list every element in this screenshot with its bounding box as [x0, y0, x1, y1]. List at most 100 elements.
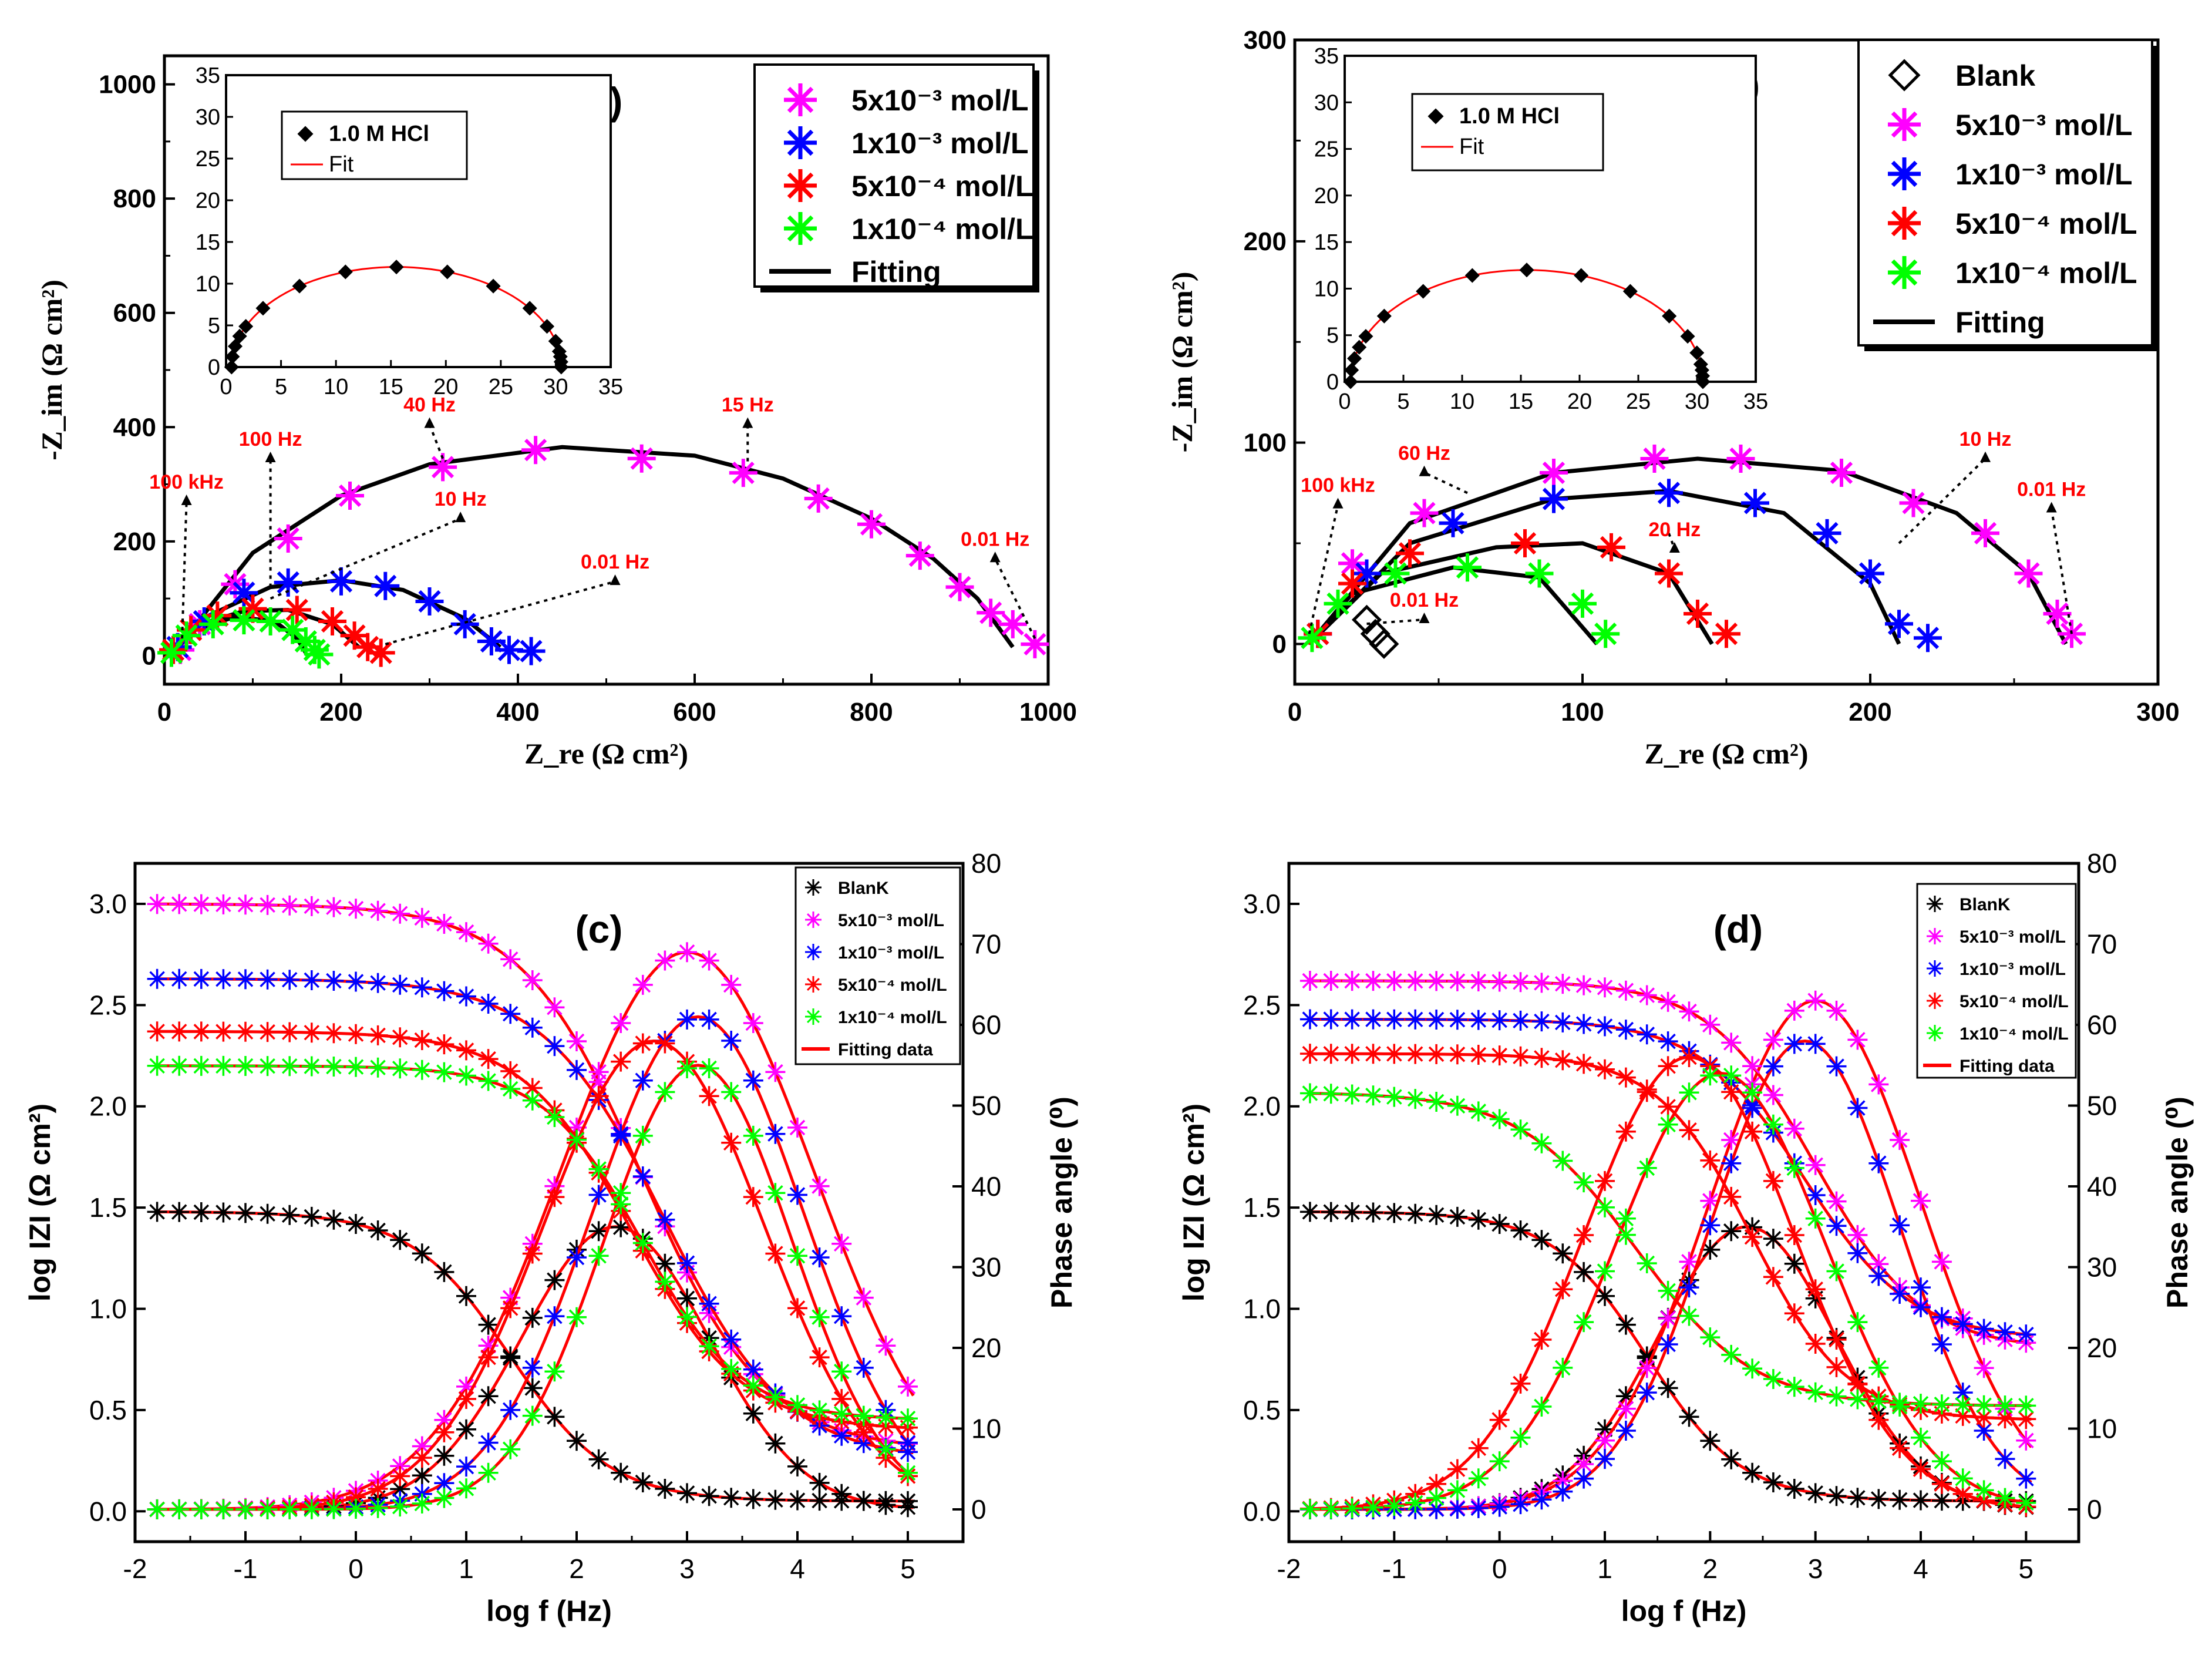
data-point-phase: [1721, 1082, 1742, 1102]
data-point-magnitude: [1615, 1314, 1636, 1335]
data-point-phase: [522, 1357, 543, 1378]
plot-frame: [1287, 862, 2080, 1543]
data-point-magnitude: [1553, 1012, 1573, 1032]
data-point-phase: [1784, 1000, 1804, 1021]
data-point-phase: [1805, 990, 1826, 1011]
data-point-phase: [1700, 1065, 1721, 1086]
y-axis-label: -Z_im (Ω cm²): [1166, 272, 1198, 453]
legend-entry: 1x10⁻³ mol/L: [1955, 158, 2133, 191]
legend-entry: 1x10⁻³ mol/L: [1960, 960, 2066, 979]
data-point-phase: [301, 1499, 322, 1519]
data-point-phase: [1426, 1499, 1447, 1519]
inset-data-point: [1622, 284, 1638, 299]
inset-x-tick-label: 35: [598, 375, 623, 399]
data-point-phase: [632, 1125, 653, 1146]
y-tick-label: 0.5: [89, 1395, 127, 1425]
data-point-phase: [743, 1070, 763, 1091]
data-point-phase: [368, 1479, 388, 1499]
data-point-magnitude: [1658, 1097, 1678, 1117]
data-point-star: [1712, 620, 1740, 648]
annotation-arrowhead: [2046, 502, 2057, 513]
data-point-phase: [1679, 1252, 1699, 1272]
data-point-phase: [1489, 1410, 1510, 1430]
data-point-phase: [500, 1348, 521, 1368]
data-point-magnitude: [456, 1040, 476, 1061]
data-point-magnitude: [235, 1203, 255, 1223]
data-point-magnitude: [787, 1395, 807, 1415]
annotation-arrowhead: [265, 452, 276, 463]
legend-marker: [805, 879, 821, 896]
data-point-magnitude: [169, 1055, 190, 1076]
data-point-magnitude: [655, 1479, 675, 1499]
data-point-magnitude: [368, 1025, 388, 1045]
data-point-star: [198, 610, 227, 638]
data-point-phase: [1742, 1082, 1763, 1103]
data-point-magnitude: [1384, 1044, 1405, 1064]
data-point-phase: [500, 1298, 521, 1319]
data-point-magnitude: [677, 1483, 697, 1504]
data-point-phase: [478, 1462, 499, 1483]
data-point-star: [1410, 499, 1439, 527]
data-point-phase: [456, 1376, 476, 1397]
y-tick-label: 1.0: [89, 1294, 127, 1324]
data-point-magnitude: [721, 1329, 742, 1350]
data-point-phase: [721, 974, 742, 995]
data-point-phase: [831, 1306, 852, 1327]
data-point-phase: [1847, 1312, 1868, 1333]
inset-data-point: [1464, 268, 1480, 283]
y2-tick-label: 70: [971, 929, 1001, 960]
data-point-magnitude: [1299, 1009, 1320, 1030]
inset-data-point: [389, 260, 404, 275]
legend-entry: BlanK: [838, 879, 889, 898]
data-point-magnitude: [1637, 1253, 1657, 1273]
annotation-label: 0.01 Hz: [961, 528, 1029, 550]
fit-line-magnitude: [1309, 1210, 2032, 1503]
legend-entry: Fitting data: [838, 1040, 933, 1060]
data-point-magnitude: [301, 896, 322, 916]
annotation-label: 100 kHz: [149, 471, 224, 493]
data-point-magnitude: [1615, 980, 1636, 1001]
data-point-magnitude: [434, 1262, 454, 1282]
data-point-phase: [500, 1439, 521, 1459]
data-point-magnitude: [390, 974, 410, 995]
data-point-phase: [853, 1357, 874, 1378]
data-point-magnitude: [655, 1272, 675, 1292]
data-point-phase: [1615, 1121, 1636, 1142]
data-point-phase: [567, 1247, 587, 1267]
legend-entry: 1x10⁻⁴ mol/L: [1955, 257, 2137, 290]
data-point-magnitude: [1974, 1395, 1994, 1415]
y2-axis-label: Phase angle (⁰): [2161, 1097, 2194, 1309]
y2-tick-label: 50: [971, 1091, 1001, 1121]
legend-entry: 5x10⁻⁴ mol/L: [851, 170, 1033, 203]
data-point-magnitude: [1595, 977, 1615, 998]
inset-data-point: [1519, 263, 1534, 278]
annotation-arrowhead: [742, 417, 753, 428]
legend-entry: Fitting data: [1960, 1057, 2055, 1076]
data-point-magnitude: [567, 1431, 587, 1451]
data-point-star: [450, 610, 479, 638]
data-point-phase: [456, 1478, 476, 1499]
data-point-magnitude: [677, 1307, 697, 1327]
data-point-magnitude: [147, 968, 167, 989]
data-point-magnitude: [898, 1408, 918, 1429]
data-point-magnitude: [1447, 971, 1467, 991]
data-point-star: [1655, 479, 1683, 507]
data-point-magnitude: [721, 1358, 742, 1379]
data-point-magnitude: [1342, 1009, 1362, 1030]
data-point-phase: [456, 1389, 476, 1409]
data-point-magnitude: [1363, 1044, 1383, 1064]
data-point-magnitude: [1847, 1488, 1868, 1508]
data-point-magnitude: [478, 994, 499, 1014]
data-point-magnitude: [434, 981, 454, 1001]
y-tick-label: 2.0: [89, 1091, 127, 1122]
data-point-phase: [853, 1491, 874, 1511]
data-point-magnitude: [1574, 975, 1594, 995]
data-point-phase: [1531, 1330, 1552, 1350]
data-point-phase: [1384, 1495, 1405, 1516]
y-tick-label: 0.0: [89, 1496, 127, 1526]
legend-marker: [1927, 896, 1943, 912]
data-point-magnitude: [1510, 1046, 1531, 1067]
data-point-magnitude: [280, 895, 300, 916]
annotation-arrowhead: [424, 417, 435, 428]
x-tick-label: 2: [569, 1553, 584, 1584]
